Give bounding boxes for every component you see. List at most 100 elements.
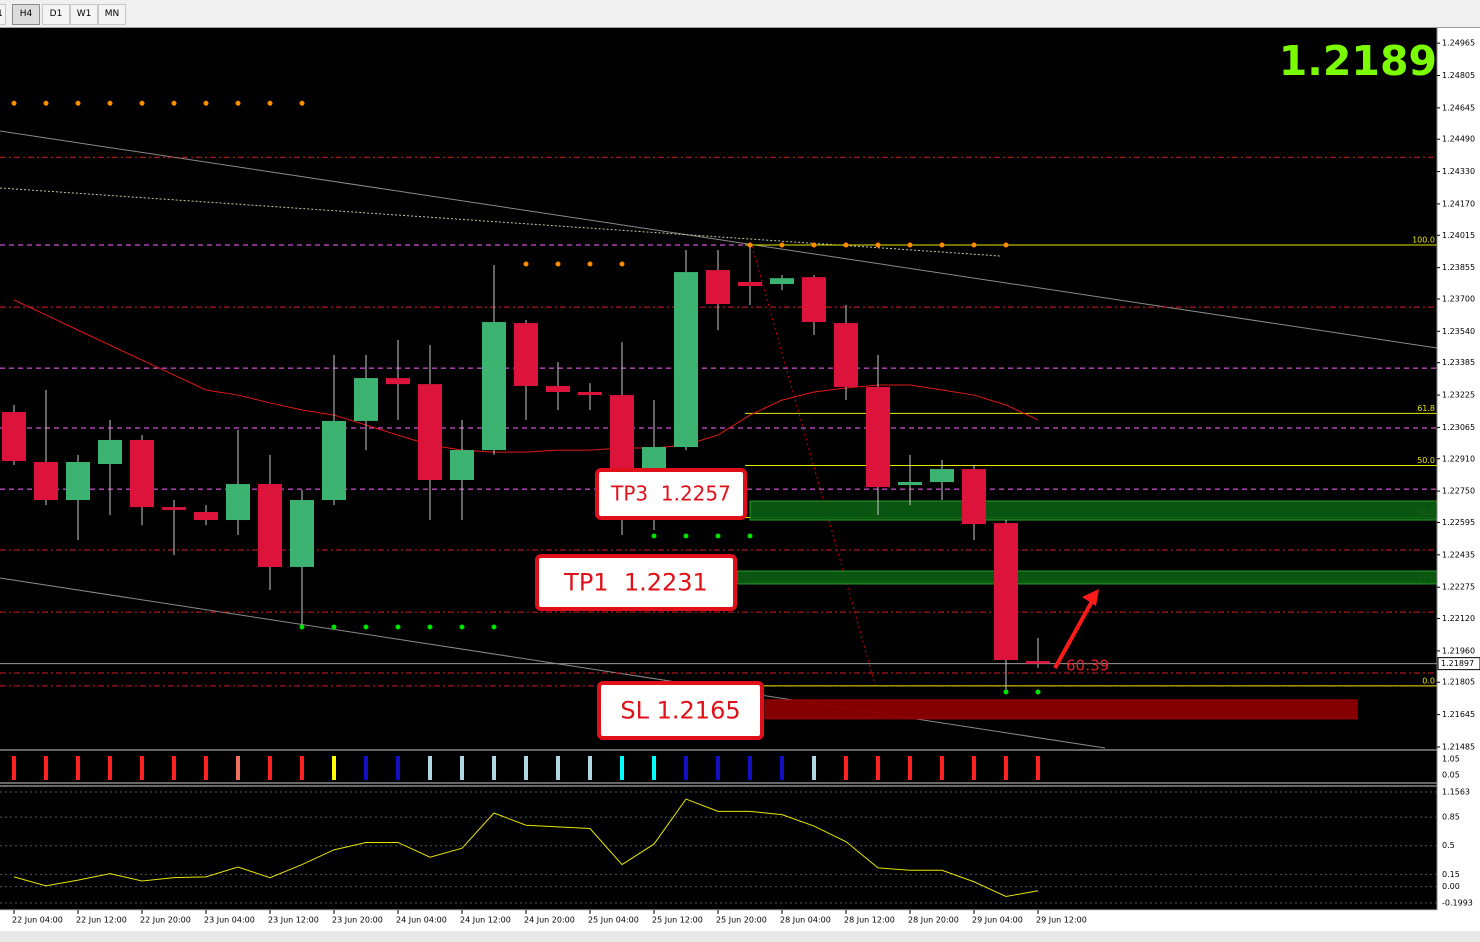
y-tick-label: 1.24490 (1442, 135, 1475, 144)
signal-axis-label: 0.05 (1442, 771, 1460, 780)
bar-timer: 60:39 (1066, 657, 1109, 675)
candle-body (98, 439, 122, 465)
fib-label: 100.0 (1412, 235, 1435, 244)
y-tick-label: 1.24170 (1442, 199, 1475, 208)
timeframe-button[interactable]: H4 (12, 4, 40, 25)
zone-label-box (595, 468, 747, 520)
signal-dot (203, 100, 209, 106)
signal-dot (651, 533, 657, 539)
x-tick-label: 22 Jun 20:00 (140, 916, 191, 925)
signal-bar (556, 756, 560, 780)
candle-body (578, 392, 602, 396)
signal-dot (939, 242, 945, 248)
candle-body (994, 523, 1018, 660)
candle-body (354, 378, 378, 421)
timeframe-button[interactable]: 1 (0, 4, 6, 25)
timeframe-button[interactable]: MN (98, 4, 126, 25)
signal-bar (396, 756, 400, 780)
moving-average (13, 299, 1039, 453)
signal-dot (459, 624, 465, 630)
signal-dot (875, 242, 881, 248)
signal-dot (555, 261, 561, 267)
osc-tick-label: 0.00 (1442, 882, 1460, 891)
candle-body (386, 378, 410, 385)
candle-body (642, 447, 666, 471)
trend-line (751, 245, 877, 689)
signal-bar (876, 756, 880, 780)
y-tick-label: 1.21645 (1442, 710, 1475, 719)
time-axis-background (0, 910, 1437, 931)
price-tag (1437, 657, 1480, 671)
channel-line (0, 577, 1106, 749)
signal-bar (524, 756, 528, 780)
y-tick-label: 1.21805 (1442, 678, 1475, 687)
fib-label: 61.8 (1417, 404, 1435, 413)
price-zone (736, 570, 1438, 585)
candle-body (66, 462, 90, 501)
zone-label-box (535, 554, 737, 611)
x-tick-label: 24 Jun 12:00 (460, 916, 511, 925)
signal-dot (107, 100, 113, 106)
x-tick-label: 25 Jun 12:00 (652, 916, 703, 925)
candle-body (962, 469, 986, 525)
signal-dot (427, 624, 433, 630)
candle-body (2, 412, 26, 461)
y-tick-label: 1.23065 (1442, 423, 1475, 432)
timeframe-button[interactable]: W1 (70, 4, 98, 25)
signal-bar (428, 756, 432, 780)
y-tick-label: 1.23225 (1442, 391, 1475, 400)
candle-body (34, 462, 58, 501)
signal-dot (747, 533, 753, 539)
y-tick-label: 1.23540 (1442, 327, 1475, 336)
price-zone (749, 500, 1438, 521)
x-tick-label: 29 Jun 12:00 (1036, 916, 1087, 925)
signal-bar (940, 756, 944, 780)
zone-label: TP1 1.2231 (563, 569, 708, 597)
y-tick-label: 1.22435 (1442, 550, 1475, 559)
candle-body (450, 450, 474, 480)
osc-tick-label: -0.1993 (1442, 899, 1473, 908)
timeframe-button[interactable]: D1 (42, 4, 70, 25)
candle-body (674, 272, 698, 448)
x-tick-label: 28 Jun 04:00 (780, 916, 831, 925)
signal-dot (11, 100, 17, 106)
y-tick-label: 1.21960 (1442, 646, 1475, 655)
signal-bar (588, 756, 592, 780)
signal-bar (748, 756, 752, 780)
signal-dot (395, 624, 401, 630)
signal-bar (684, 756, 688, 780)
y-tick-label: 1.22595 (1442, 518, 1475, 527)
signal-dot (811, 242, 817, 248)
signal-dot (1003, 689, 1009, 695)
direction-arrow (1053, 595, 1097, 669)
signal-bar (844, 756, 848, 780)
signal-bar (364, 756, 368, 780)
y-tick-label: 1.24015 (1442, 231, 1475, 240)
price-display: 1.2189 (1279, 37, 1437, 85)
candle-body (258, 484, 282, 567)
signal-dot (331, 624, 337, 630)
candle-body (834, 323, 858, 387)
candle-body (514, 323, 538, 386)
osc-tick-label: 1.1563 (1442, 788, 1470, 797)
y-tick-label: 1.22275 (1442, 583, 1475, 592)
signal-bar (332, 756, 336, 780)
signal-bar (140, 756, 144, 780)
zone-label: SL 1.2165 (620, 697, 740, 725)
signal-dot (683, 533, 689, 539)
signal-bar (972, 756, 976, 780)
x-tick-label: 28 Jun 12:00 (844, 916, 895, 925)
candle-body (898, 482, 922, 486)
status-strip (0, 931, 1480, 942)
price-zone (764, 699, 1358, 720)
signal-bar (44, 756, 48, 780)
signal-dot (907, 242, 913, 248)
zone-label: TP3 1.2257 (610, 482, 731, 506)
candle-body (1026, 661, 1050, 664)
signal-dot (75, 100, 81, 106)
price-axis-background (1437, 28, 1480, 931)
signal-bar (1036, 756, 1040, 780)
signal-dot (491, 624, 497, 630)
signal-dot (523, 261, 529, 267)
